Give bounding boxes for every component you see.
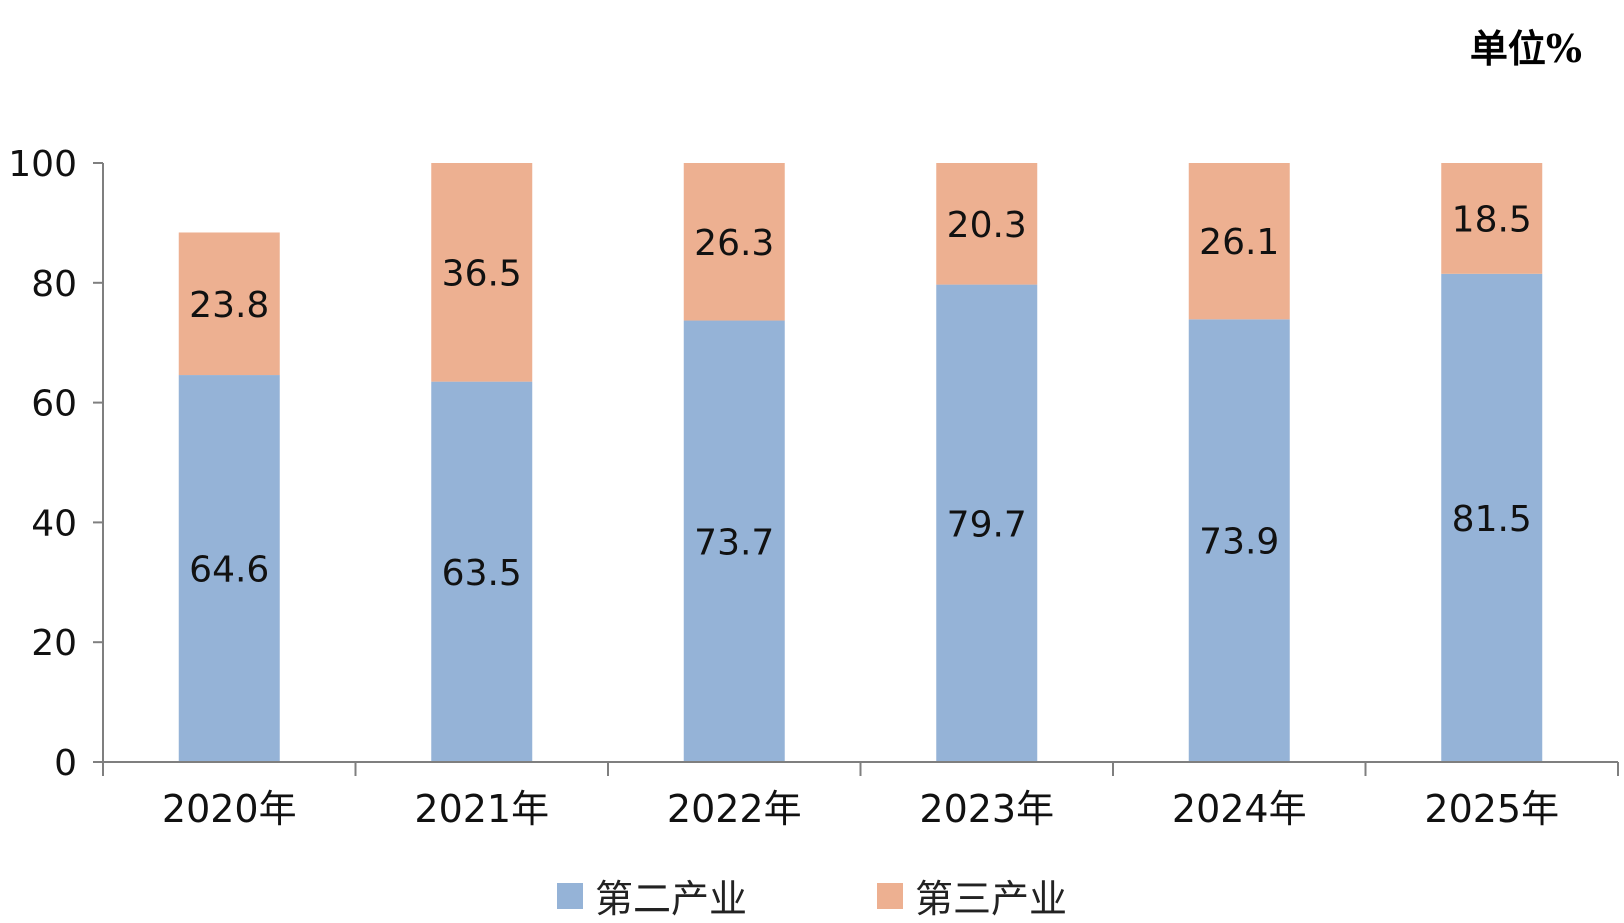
data-label-series-1: 26.1 — [1199, 222, 1279, 263]
bar-series-0 — [1441, 273, 1543, 762]
data-label-series-0: 73.7 — [694, 522, 774, 563]
bar-series-1 — [1188, 163, 1290, 320]
legend-swatch-series-1 — [877, 882, 903, 909]
x-tick-label: 2025年 — [1424, 787, 1559, 831]
data-label-series-0: 64.6 — [189, 550, 269, 591]
bar-series-1 — [1441, 163, 1543, 274]
x-tick-label: 2024年 — [1172, 787, 1307, 831]
data-label-series-1: 36.5 — [442, 253, 522, 294]
data-label-series-1: 20.3 — [947, 205, 1027, 246]
y-tick-label: 100 — [8, 144, 77, 185]
bar-series-1 — [936, 163, 1038, 285]
bar-series-0 — [1188, 319, 1290, 762]
data-label-series-1: 18.5 — [1452, 199, 1532, 240]
legend-swatch-series-0 — [556, 882, 583, 909]
data-label-series-1: 23.8 — [189, 285, 269, 326]
bar-series-0 — [683, 320, 785, 762]
legend-label-series-0: 第二产业 — [594, 877, 747, 921]
x-tick-label: 2023年 — [919, 787, 1054, 831]
bar-series-1 — [431, 163, 533, 382]
legend-label-series-1: 第三产业 — [915, 877, 1068, 921]
legend: 第二产业 第三产业 — [0, 868, 1624, 923]
bar-series-1 — [683, 163, 785, 321]
bar-series-0 — [431, 381, 533, 762]
data-label-series-0: 81.5 — [1452, 499, 1532, 540]
y-tick-label: 60 — [31, 384, 77, 425]
data-label-series-0: 63.5 — [442, 553, 522, 594]
legend-item-series-1: 第三产业 — [877, 868, 1067, 923]
y-tick-label: 20 — [31, 623, 77, 664]
x-tick-label: 2022年 — [667, 787, 802, 831]
legend-item-series-0: 第二产业 — [556, 868, 747, 923]
x-tick-label: 2021年 — [414, 787, 549, 831]
y-tick-label: 0 — [54, 743, 77, 784]
data-label-series-0: 79.7 — [947, 504, 1027, 545]
data-label-series-0: 73.9 — [1199, 522, 1279, 563]
unit-label: 单位% — [1469, 26, 1582, 71]
bar-series-0 — [936, 284, 1038, 762]
y-tick-label: 80 — [31, 264, 77, 305]
y-tick-label: 40 — [31, 503, 77, 544]
x-tick-label: 2020年 — [162, 787, 297, 831]
data-label-series-1: 26.3 — [694, 223, 774, 264]
bar-series-0 — [178, 375, 280, 762]
bar-series-1 — [178, 232, 280, 376]
stacked-bar-chart: 64.6 23.8 63.5 36.5 73.7 26.3 79.7 20.3 73.9 26.1… — [8, 144, 1619, 831]
